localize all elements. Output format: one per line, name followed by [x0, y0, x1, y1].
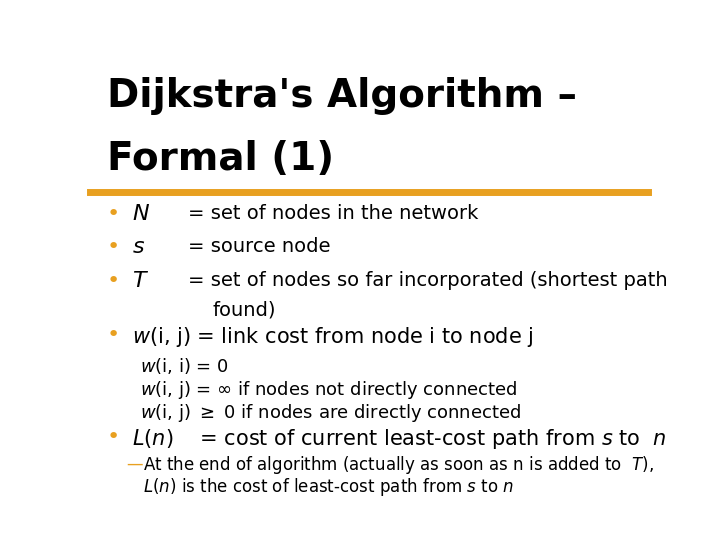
- Text: = set of nodes in the network: = set of nodes in the network: [188, 204, 478, 223]
- Text: •: •: [107, 238, 120, 258]
- Text: $\mathit{w}$(i, j) $\geq$ 0 if nodes are directly connected: $\mathit{w}$(i, j) $\geq$ 0 if nodes are…: [140, 402, 521, 423]
- Text: $\mathit{s}$: $\mathit{s}$: [132, 238, 145, 258]
- Text: At the end of algorithm (actually as soon as n is added to  $\mathit{T}$),: At the end of algorithm (actually as soo…: [143, 454, 654, 476]
- Text: Formal (1): Formal (1): [107, 140, 334, 178]
- Text: •: •: [107, 204, 120, 224]
- Text: $\mathit{L}$($\mathit{n}$) is the cost of least-cost path from $\mathit{s}$ to $: $\mathit{L}$($\mathit{n}$) is the cost o…: [143, 476, 514, 498]
- Text: •: •: [107, 271, 120, 291]
- Text: •: •: [107, 427, 120, 447]
- Text: $\mathit{w}$(i, i) = 0: $\mathit{w}$(i, i) = 0: [140, 356, 229, 376]
- Text: $\mathit{N}$: $\mathit{N}$: [132, 204, 150, 224]
- Text: $\mathit{T}$: $\mathit{T}$: [132, 271, 149, 291]
- Text: $\mathit{L}$($\mathit{n}$)    = cost of current least-cost path from $\mathit{s}: $\mathit{L}$($\mathit{n}$) = cost of cur…: [132, 427, 667, 451]
- Text: Dijkstra's Algorithm –: Dijkstra's Algorithm –: [107, 77, 577, 115]
- Text: —: —: [126, 454, 143, 472]
- Text: $\mathit{w}$(i, j) = $\infty$ if nodes not directly connected: $\mathit{w}$(i, j) = $\infty$ if nodes n…: [140, 379, 518, 401]
- Text: = set of nodes so far incorporated (shortest path: = set of nodes so far incorporated (shor…: [188, 271, 667, 289]
- Text: $\mathit{w}$(i, j) = link cost from node i to node j: $\mathit{w}$(i, j) = link cost from node…: [132, 325, 534, 349]
- Text: found): found): [213, 301, 276, 320]
- Text: •: •: [107, 325, 120, 345]
- Text: = source node: = source node: [188, 238, 330, 256]
